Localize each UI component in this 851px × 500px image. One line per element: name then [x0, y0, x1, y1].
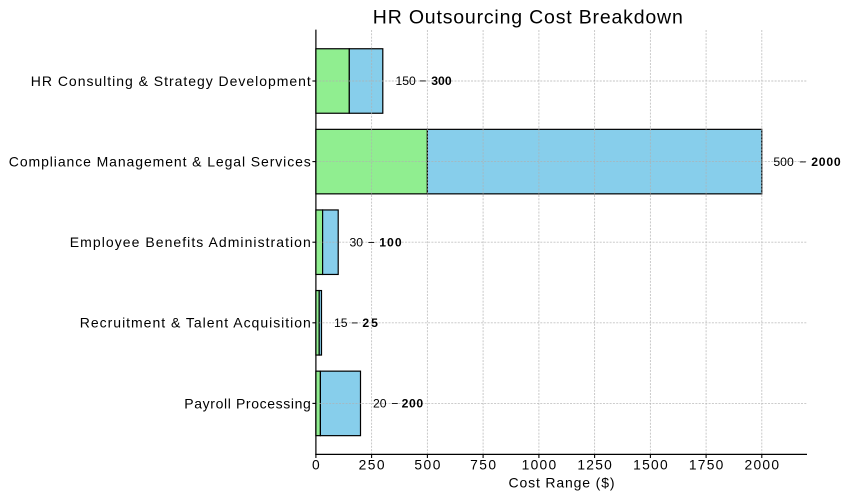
svg-text:30: 30: [350, 235, 364, 249]
svg-text:Employee Benefits Administrati: Employee Benefits Administration: [70, 234, 311, 250]
svg-text:25: 25: [362, 316, 378, 330]
svg-text:HR Consulting & Strategy Devel: HR Consulting & Strategy Development: [31, 73, 311, 89]
svg-text:Recruitment & Talent Acquisiti: Recruitment & Talent Acquisition: [80, 315, 311, 331]
svg-text:250: 250: [359, 458, 385, 473]
svg-text:HR Outsourcing Cost Breakdown: HR Outsourcing Cost Breakdown: [373, 6, 683, 28]
svg-text:1750: 1750: [689, 458, 724, 473]
svg-text:1000: 1000: [522, 458, 557, 473]
svg-text:100: 100: [379, 235, 402, 249]
svg-text:300: 300: [431, 74, 452, 88]
svg-text:Compliance Management & Legal: Compliance Management & Legal Services: [9, 154, 311, 170]
svg-text:1250: 1250: [577, 458, 612, 473]
svg-text:Cost Range ($): Cost Range ($): [509, 475, 615, 491]
svg-text:1500: 1500: [633, 458, 668, 473]
svg-text:15: 15: [334, 316, 348, 330]
svg-text:20: 20: [373, 397, 387, 411]
svg-text:2000: 2000: [811, 155, 841, 169]
svg-text:−: −: [368, 235, 375, 249]
svg-text:−: −: [799, 155, 806, 169]
svg-text:150: 150: [396, 74, 417, 88]
svg-text:750: 750: [470, 458, 496, 473]
svg-text:−: −: [351, 316, 358, 330]
svg-text:−: −: [391, 397, 398, 411]
svg-text:Payroll Processing: Payroll Processing: [184, 395, 311, 411]
svg-text:200: 200: [402, 397, 424, 411]
svg-text:500: 500: [414, 458, 440, 473]
svg-text:−: −: [419, 74, 426, 88]
svg-text:2000: 2000: [745, 458, 780, 473]
svg-text:0: 0: [312, 458, 320, 473]
svg-text:500: 500: [773, 155, 794, 169]
